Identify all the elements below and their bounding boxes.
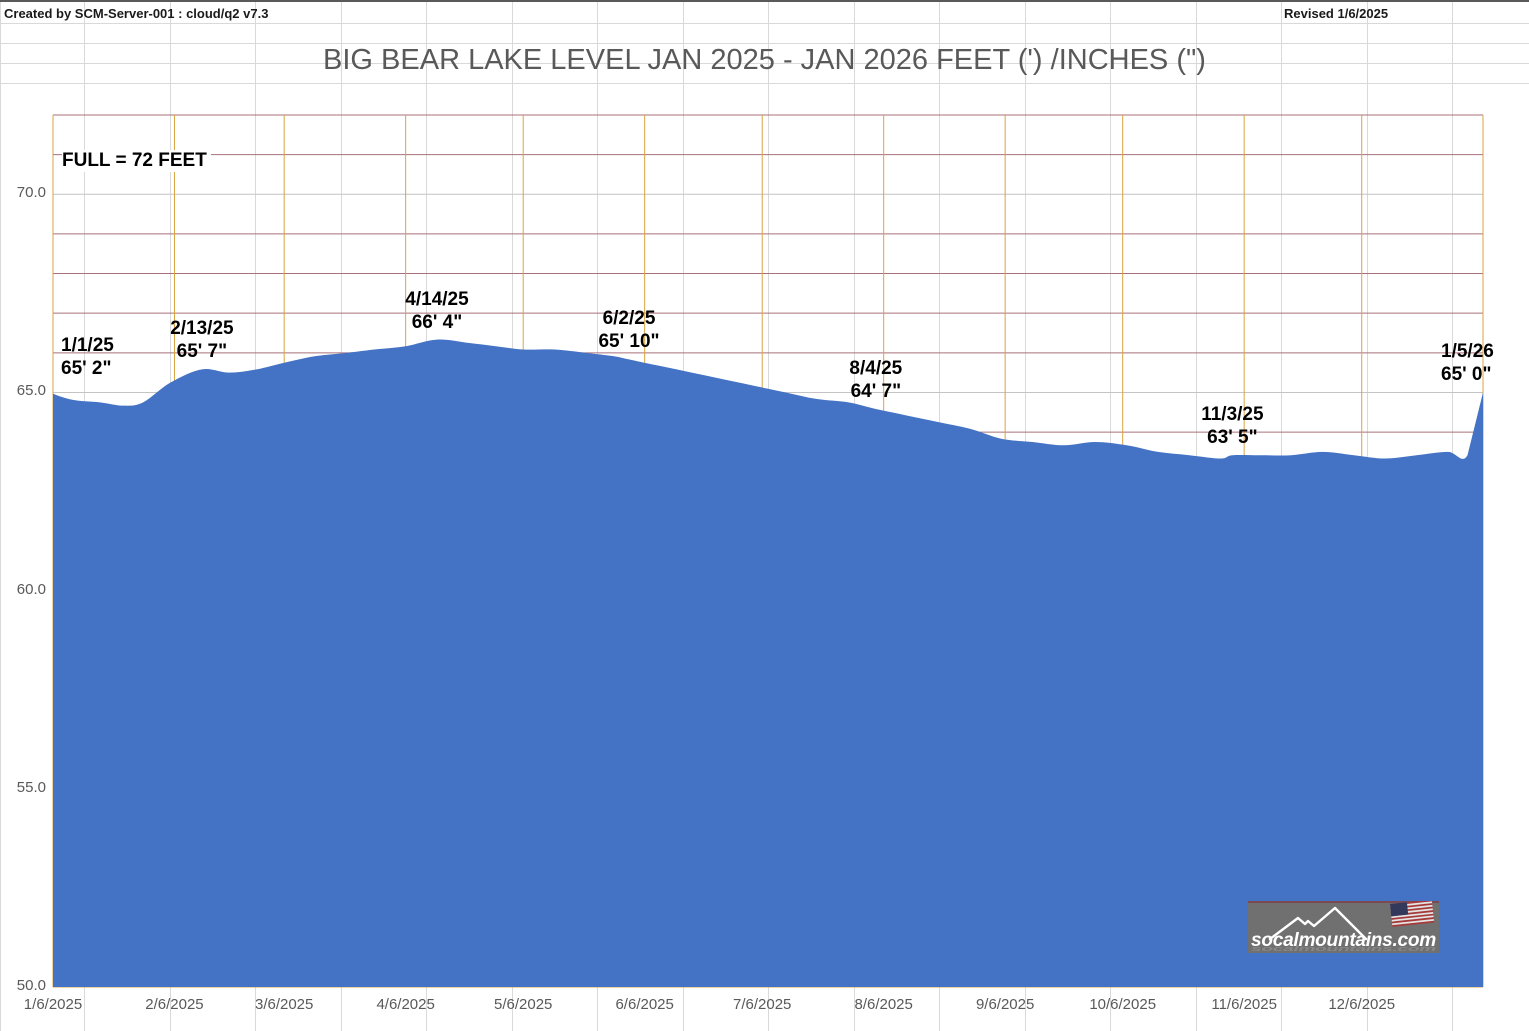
svg-text:socalmountains.com: socalmountains.com (1251, 944, 1436, 952)
